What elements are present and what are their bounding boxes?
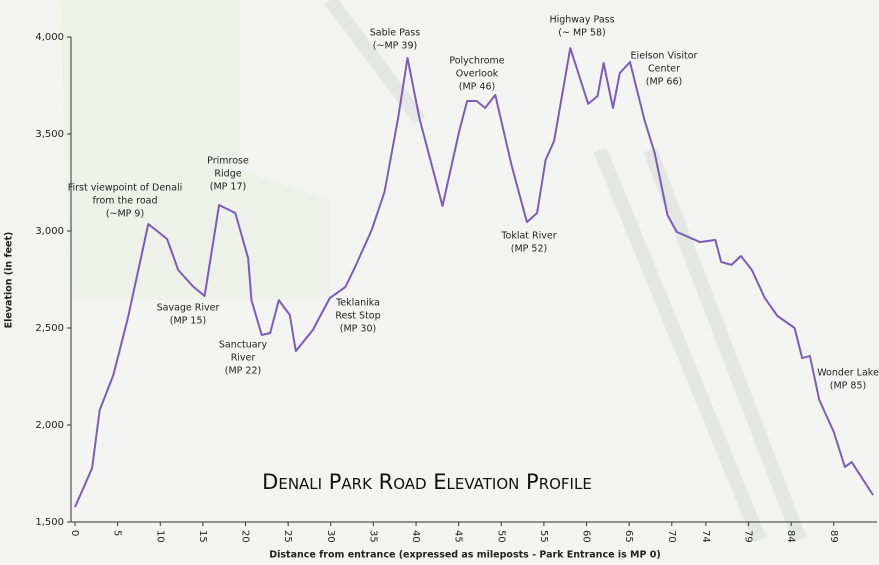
x-tick-label: 89 — [828, 530, 839, 543]
annotation: Wonder Lake — [817, 368, 879, 379]
annotation: (~ MP 58) — [558, 28, 605, 39]
annotation: (MP 52) — [511, 244, 547, 255]
annotation: (MP 46) — [459, 82, 495, 93]
annotation: River — [231, 353, 256, 364]
annotation: Rest Stop — [335, 311, 380, 322]
x-tick-label: 15 — [197, 530, 208, 543]
x-tick-label: 84 — [785, 530, 796, 543]
x-tick-label: 65 — [623, 530, 634, 543]
chart-title: Denali Park Road Elevation Profile — [262, 470, 592, 494]
chart: Denali Park Road Elevation Profile Dista… — [0, 0, 879, 565]
annotation: (MP 85) — [830, 381, 866, 392]
x-tick-label: 60 — [581, 530, 592, 543]
annotation: Teklanika — [335, 298, 380, 309]
annotation: (MP 30) — [340, 324, 376, 335]
annotation: Primrose — [207, 156, 249, 167]
y-tick-label: 3,000 — [35, 226, 64, 237]
y-axis-label: Elevation (in feet) — [4, 232, 15, 329]
annotation: (~MP 39) — [373, 41, 417, 52]
x-tick-label: 50 — [495, 530, 506, 543]
annotation: (MP 17) — [210, 182, 246, 193]
annotation: Center — [648, 64, 680, 75]
annotation: Ridge — [214, 169, 241, 180]
annotation: from the road — [92, 196, 157, 207]
x-tick-label: 40 — [410, 530, 421, 543]
annotation: (MP 15) — [170, 316, 206, 327]
x-tick-label: 5 — [112, 530, 123, 536]
x-tick-label: 70 — [666, 530, 677, 543]
annotation: Polychrome — [449, 56, 504, 67]
x-tick-label: 55 — [538, 530, 549, 543]
annotation: Sanctuary — [219, 340, 268, 351]
x-tick-label: 74 — [700, 530, 711, 543]
x-tick-label: 79 — [743, 530, 754, 543]
x-tick-label: 0 — [69, 530, 80, 536]
y-tick-label: 4,000 — [35, 32, 64, 43]
annotation: (~MP 9) — [106, 209, 144, 220]
annotation: (MP 66) — [646, 77, 682, 88]
annotation: (MP 22) — [225, 366, 261, 377]
x-tick-label: 35 — [367, 530, 378, 543]
annotation: Highway Pass — [549, 15, 614, 26]
annotation: First viewpoint of Denali — [68, 183, 183, 194]
x-tick-label: 20 — [240, 530, 251, 543]
annotation: Toklat River — [500, 231, 556, 242]
x-tick-label: 25 — [282, 530, 293, 543]
annotation: Eielson Visitor — [631, 51, 698, 62]
y-tick-label: 2,500 — [35, 323, 64, 334]
x-axis-label: Distance from entrance (expressed as mil… — [269, 550, 660, 561]
x-tick-label: 45 — [453, 530, 464, 543]
annotation: Savage River — [157, 303, 220, 314]
annotation: Overlook — [456, 69, 499, 80]
x-tick-label: 10 — [154, 530, 165, 543]
y-tick-label: 2,000 — [35, 420, 64, 431]
annotation: Sable Pass — [370, 28, 420, 39]
y-tick-label: 3,500 — [35, 129, 64, 140]
x-tick-label: 30 — [325, 530, 336, 543]
y-tick-label: 1,500 — [35, 517, 64, 528]
